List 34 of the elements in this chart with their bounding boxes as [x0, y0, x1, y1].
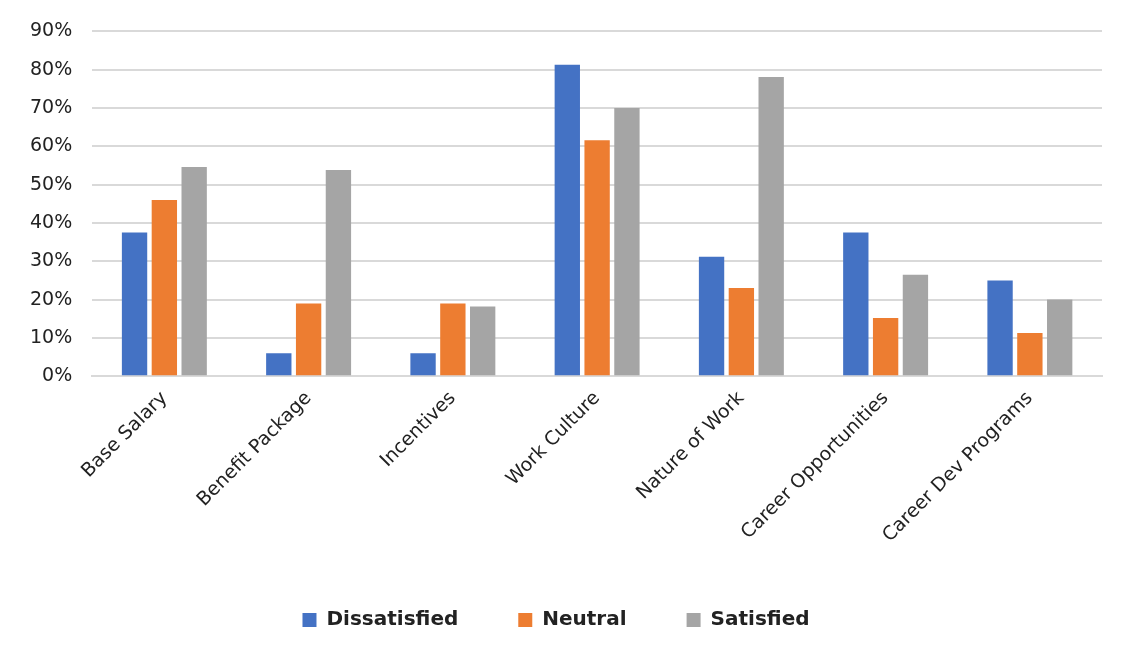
y-tick-label: 80%: [30, 56, 73, 79]
bar: [295, 303, 322, 376]
bar: [1047, 299, 1073, 376]
bar: [872, 317, 899, 376]
bar: [728, 288, 755, 376]
legend-label: Neutral: [542, 606, 627, 631]
legend-label: Satisfied: [710, 606, 810, 631]
y-tick-label: 90%: [30, 18, 73, 41]
y-tick-label: 10%: [30, 324, 73, 347]
bar: [843, 232, 869, 376]
y-tick-label: 40%: [30, 209, 73, 232]
bar: [121, 232, 148, 376]
bar: [325, 170, 352, 376]
bar: [181, 167, 207, 376]
y-tick-label: 60%: [30, 133, 73, 156]
y-tick-label: 20%: [30, 286, 73, 309]
bar: [151, 199, 178, 376]
bar: [614, 108, 640, 376]
bar: [758, 76, 784, 376]
bar: [440, 303, 466, 376]
bar: [410, 353, 436, 376]
y-tick-label: 50%: [30, 171, 73, 194]
bar: [902, 274, 929, 376]
y-tick-label: 0%: [42, 363, 73, 386]
bar: [470, 306, 496, 376]
y-tick-label: 70%: [30, 94, 73, 117]
bar: [266, 353, 292, 376]
y-tick-label: 30%: [30, 248, 73, 271]
bar: [698, 256, 725, 376]
legend-label: Dissatisfied: [326, 606, 459, 631]
bar: [554, 64, 580, 376]
bar: [987, 280, 1013, 376]
bar: [1017, 332, 1043, 376]
bar: [584, 140, 610, 376]
